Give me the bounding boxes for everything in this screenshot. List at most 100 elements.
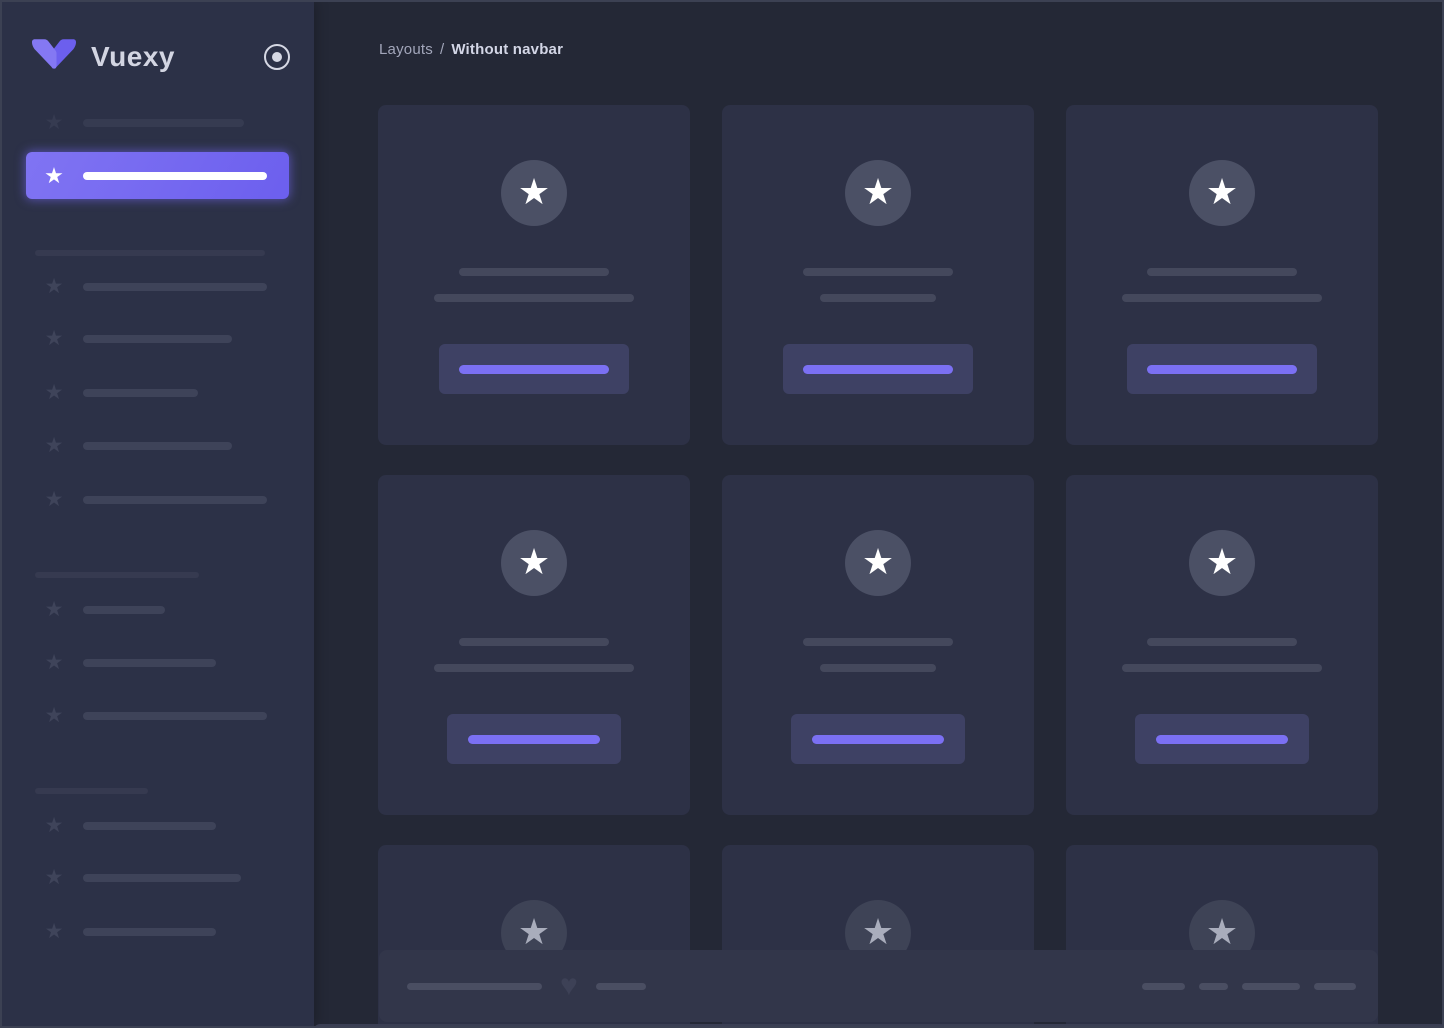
card-subtitle-skeleton <box>434 294 634 302</box>
menu-label-skeleton <box>83 389 198 397</box>
menu-label-skeleton <box>83 874 241 882</box>
card-r2-c3: ★ <box>1066 475 1378 815</box>
button-label-skeleton <box>468 734 600 744</box>
sidebar-item[interactable]: ★ <box>42 598 165 622</box>
card-subtitle-skeleton <box>820 294 936 302</box>
star-icon: ★ <box>861 910 895 952</box>
sidebar-section-header-skeleton <box>35 788 148 794</box>
vuexy-logo-icon[interactable] <box>31 38 77 76</box>
footer-link-skeleton <box>1142 982 1185 990</box>
card-action-button[interactable] <box>447 714 621 764</box>
star-icon: ★ <box>44 920 64 943</box>
sidebar-item[interactable]: ★ <box>42 651 216 675</box>
sidebar-item[interactable]: ★ <box>42 704 267 728</box>
star-icon: ★ <box>44 814 64 837</box>
sidebar-item[interactable]: ★ <box>42 434 232 458</box>
star-icon: ★ <box>44 275 64 298</box>
sidebar-item[interactable]: ★ <box>42 327 232 351</box>
footer-bar: ♥ <box>379 950 1378 1022</box>
partial-footer-strip <box>314 1024 1442 1026</box>
star-icon: ★ <box>1205 910 1239 952</box>
star-icon: ★ <box>44 704 64 727</box>
star-icon: ★ <box>44 488 64 511</box>
card-r2-c2: ★ <box>722 475 1034 815</box>
avatar: ★ <box>1189 530 1255 596</box>
menu-label-skeleton <box>83 928 216 936</box>
breadcrumb-current: Without navbar <box>451 41 564 58</box>
sidebar-item-active[interactable]: ★ <box>26 152 289 199</box>
card-action-button[interactable] <box>439 344 629 394</box>
card-r1-c3: ★ <box>1066 105 1378 445</box>
star-icon: ★ <box>44 162 64 188</box>
menu-label-skeleton <box>83 335 232 343</box>
avatar: ★ <box>845 160 911 226</box>
menu-label-skeleton <box>83 659 216 667</box>
card-title-skeleton <box>803 638 953 646</box>
sidebar-item[interactable]: ★ <box>42 814 216 838</box>
menu-label-skeleton <box>83 822 216 830</box>
menu-label-skeleton <box>83 171 267 180</box>
card-subtitle-skeleton <box>1122 664 1322 672</box>
star-icon: ★ <box>861 170 895 212</box>
sidebar-item[interactable]: ★ <box>42 488 267 512</box>
star-icon: ★ <box>517 910 551 952</box>
heart-icon: ♥ <box>560 969 578 1002</box>
menu-label-skeleton <box>83 283 267 291</box>
star-icon: ★ <box>44 598 64 621</box>
card-title-skeleton <box>1147 638 1297 646</box>
sidebar-section-header-skeleton <box>35 250 265 256</box>
star-icon: ★ <box>517 540 551 582</box>
footer-right <box>1142 982 1356 990</box>
footer-text-skeleton <box>407 982 542 990</box>
card-title-skeleton <box>1147 268 1297 276</box>
sidebar-item[interactable]: ★ <box>42 866 241 890</box>
avatar: ★ <box>845 530 911 596</box>
breadcrumb-link-layouts[interactable]: Layouts <box>379 41 433 58</box>
card-subtitle-skeleton <box>820 664 936 672</box>
star-icon: ★ <box>1205 170 1239 212</box>
avatar: ★ <box>501 160 567 226</box>
sidebar-item[interactable]: ★ <box>42 275 267 299</box>
button-label-skeleton <box>1156 734 1288 744</box>
card-subtitle-skeleton <box>434 664 634 672</box>
sidebar-section-header-skeleton <box>35 572 199 578</box>
star-icon: ★ <box>44 434 64 457</box>
card-action-button[interactable] <box>1127 344 1317 394</box>
menu-label-skeleton <box>83 712 267 720</box>
menu-label-skeleton <box>83 442 232 450</box>
pin-dot <box>272 52 282 62</box>
card-r2-c1: ★ <box>378 475 690 815</box>
app-title: Vuexy <box>91 41 175 72</box>
sidebar-item[interactable]: ★ <box>42 381 198 405</box>
card-action-button[interactable] <box>783 344 973 394</box>
sidebar-item[interactable]: ★ <box>42 920 216 944</box>
footer-text-skeleton <box>595 982 646 990</box>
collapse-pin-icon[interactable] <box>264 44 290 70</box>
avatar: ★ <box>501 530 567 596</box>
menu-label-skeleton <box>83 606 165 614</box>
avatar: ★ <box>1189 160 1255 226</box>
button-label-skeleton <box>1147 364 1297 374</box>
card-action-button[interactable] <box>1135 714 1309 764</box>
card-grid: ★ ★ ★ ★ ★ ★ ★ ★ ★ <box>378 105 1378 1026</box>
footer-left: ♥ <box>407 971 646 1001</box>
card-action-button[interactable] <box>791 714 965 764</box>
star-icon: ★ <box>44 381 64 404</box>
sidebar-item[interactable]: ★ <box>42 111 244 135</box>
star-icon: ★ <box>861 540 895 582</box>
sidebar: Vuexy ★ ★ ★ ★ ★ ★ ★ ★ ★ ★ ★ ★ ★ <box>2 2 314 1026</box>
button-label-skeleton <box>459 364 609 374</box>
star-icon: ★ <box>44 327 64 350</box>
star-icon: ★ <box>44 866 64 889</box>
button-label-skeleton <box>803 364 953 374</box>
card-subtitle-skeleton <box>1122 294 1322 302</box>
star-icon: ★ <box>517 170 551 212</box>
card-title-skeleton <box>803 268 953 276</box>
sidebar-header: Vuexy <box>31 38 290 76</box>
footer-link-skeleton <box>1314 982 1356 990</box>
star-icon: ★ <box>44 651 64 674</box>
breadcrumb-separator: / <box>439 41 445 58</box>
card-r1-c2: ★ <box>722 105 1034 445</box>
card-title-skeleton <box>459 638 609 646</box>
